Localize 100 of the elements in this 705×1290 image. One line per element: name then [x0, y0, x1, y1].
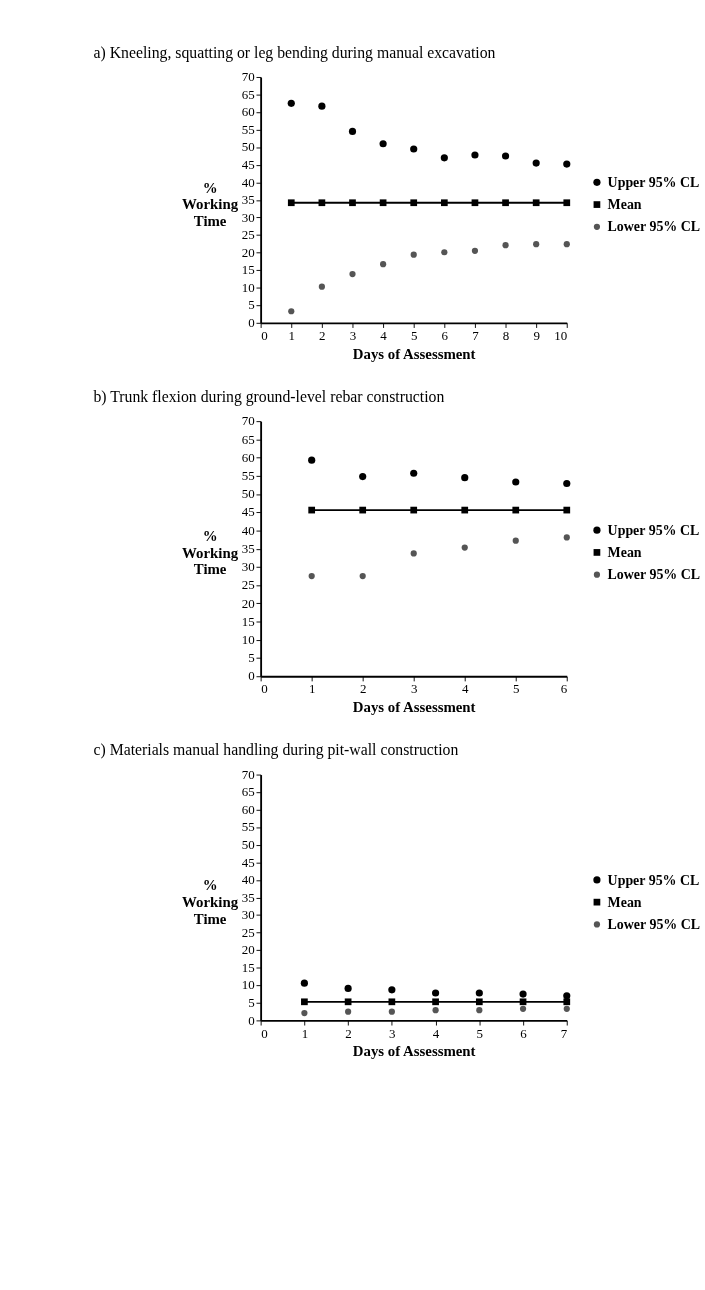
point — [475, 989, 483, 997]
legend-label: Upper 95% CL — [607, 522, 700, 538]
y-tick-label: 35 — [241, 540, 255, 556]
y-tick-label: 15 — [241, 613, 255, 629]
y-tick-label: 10 — [241, 977, 255, 993]
point — [502, 242, 509, 249]
x-tick-label: 0 — [261, 1025, 268, 1041]
y-tick-label: 35 — [241, 192, 255, 208]
point — [563, 479, 571, 488]
y-tick-label: 65 — [241, 86, 255, 102]
point — [461, 544, 468, 551]
point — [359, 472, 367, 481]
y-tick-label: 5 — [248, 297, 255, 313]
y-tick-label: 10 — [241, 279, 255, 295]
y-tick-label: 55 — [241, 819, 255, 835]
y-tick-label: 35 — [241, 889, 255, 905]
y-tick-label: 30 — [241, 907, 255, 923]
y-tick-label: 0 — [248, 1012, 255, 1028]
y-tick-label: 65 — [241, 784, 255, 800]
y-tick-label: 25 — [241, 924, 255, 940]
y-tick-label: 60 — [241, 801, 255, 817]
x-tick-label: 0 — [261, 328, 268, 343]
point — [308, 456, 316, 464]
x-tick-label: 6 — [560, 681, 568, 697]
point — [471, 151, 479, 159]
x-tick-label: 2 — [359, 681, 367, 697]
point — [440, 154, 448, 162]
y-tick-label: 10 — [241, 632, 255, 647]
point — [471, 247, 479, 254]
legend-label: Mean — [607, 197, 642, 213]
y-tick-label: 55 — [241, 121, 255, 137]
point — [432, 1007, 439, 1014]
y-tick-label: 0 — [248, 315, 255, 331]
x-tick-label: 0 — [261, 681, 268, 697]
point — [300, 979, 308, 987]
x-tick-label: 6 — [441, 328, 449, 343]
point — [519, 990, 527, 998]
y-tick-label: 70 — [241, 69, 255, 85]
legend-label: Mean — [607, 545, 642, 561]
x-tick-label: 4 — [461, 681, 469, 697]
legend-label: Lower 95% CL — [607, 567, 701, 583]
point — [380, 261, 387, 268]
y-tick-label: 45 — [241, 504, 255, 520]
point — [359, 572, 366, 580]
legend-label: Lower 95% CL — [607, 917, 701, 933]
y-tick-label: 20 — [241, 595, 255, 611]
point — [388, 1008, 395, 1015]
point — [563, 241, 570, 248]
x-tick-label: 4 — [380, 328, 388, 343]
y-tick-label: 0 — [248, 668, 255, 684]
x-tick-label: 1 — [288, 328, 295, 343]
y-tick-label: 30 — [241, 559, 255, 575]
y-tick-label: 20 — [241, 942, 255, 958]
point — [519, 1005, 527, 1012]
x-tick-label: 6 — [520, 1025, 528, 1041]
y-tick-label: 40 — [241, 174, 255, 190]
point — [388, 986, 396, 994]
point — [345, 1008, 352, 1015]
y-tick-label: 60 — [241, 449, 255, 465]
point — [563, 998, 571, 1006]
legend-label: Lower 95% CL — [607, 219, 701, 235]
y-tick-label: 50 — [241, 837, 255, 852]
x-axis-title: Days of Assessment — [352, 1043, 476, 1060]
y-axis-title: % Working Time — [182, 179, 239, 230]
point — [533, 241, 540, 248]
point — [461, 474, 469, 482]
y-tick-label: 25 — [241, 577, 255, 593]
x-tick-label: 10 — [554, 328, 568, 343]
point — [476, 1007, 483, 1014]
point — [410, 251, 417, 258]
point — [348, 127, 357, 136]
point — [301, 1009, 308, 1017]
y-tick-label: 55 — [241, 468, 255, 484]
x-tick-label: 7 — [560, 1025, 568, 1041]
legend-label: Upper 95% CL — [607, 174, 700, 190]
x-tick-label: 7 — [472, 328, 480, 343]
y-tick-label: 30 — [241, 209, 255, 225]
x-tick-label: 9 — [533, 328, 540, 343]
point — [563, 199, 571, 207]
x-axis-title: Days of Assessment — [352, 698, 476, 715]
point — [308, 572, 315, 580]
x-tick-label: 4 — [432, 1025, 440, 1041]
point — [301, 998, 308, 1006]
y-tick-label: 25 — [241, 227, 255, 243]
x-tick-label: 2 — [319, 328, 326, 343]
y-tick-label: 60 — [241, 104, 255, 120]
y-tick-label: 45 — [241, 156, 255, 172]
x-tick-label: 3 — [349, 328, 357, 343]
y-tick-label: 15 — [241, 959, 255, 975]
point — [410, 469, 418, 477]
y-tick-label: 50 — [241, 486, 255, 502]
y-tick-label: 5 — [248, 650, 255, 666]
y-tick-label: 40 — [241, 872, 255, 888]
chart-title: a) Kneeling, squatting or leg bending during manual excavation — [93, 43, 496, 62]
point — [432, 989, 440, 997]
point — [287, 199, 295, 207]
x-tick-label: 5 — [410, 328, 418, 343]
y-tick-label: 70 — [241, 413, 255, 429]
y-tick-label: 20 — [241, 244, 255, 260]
x-tick-label: 3 — [410, 681, 418, 697]
